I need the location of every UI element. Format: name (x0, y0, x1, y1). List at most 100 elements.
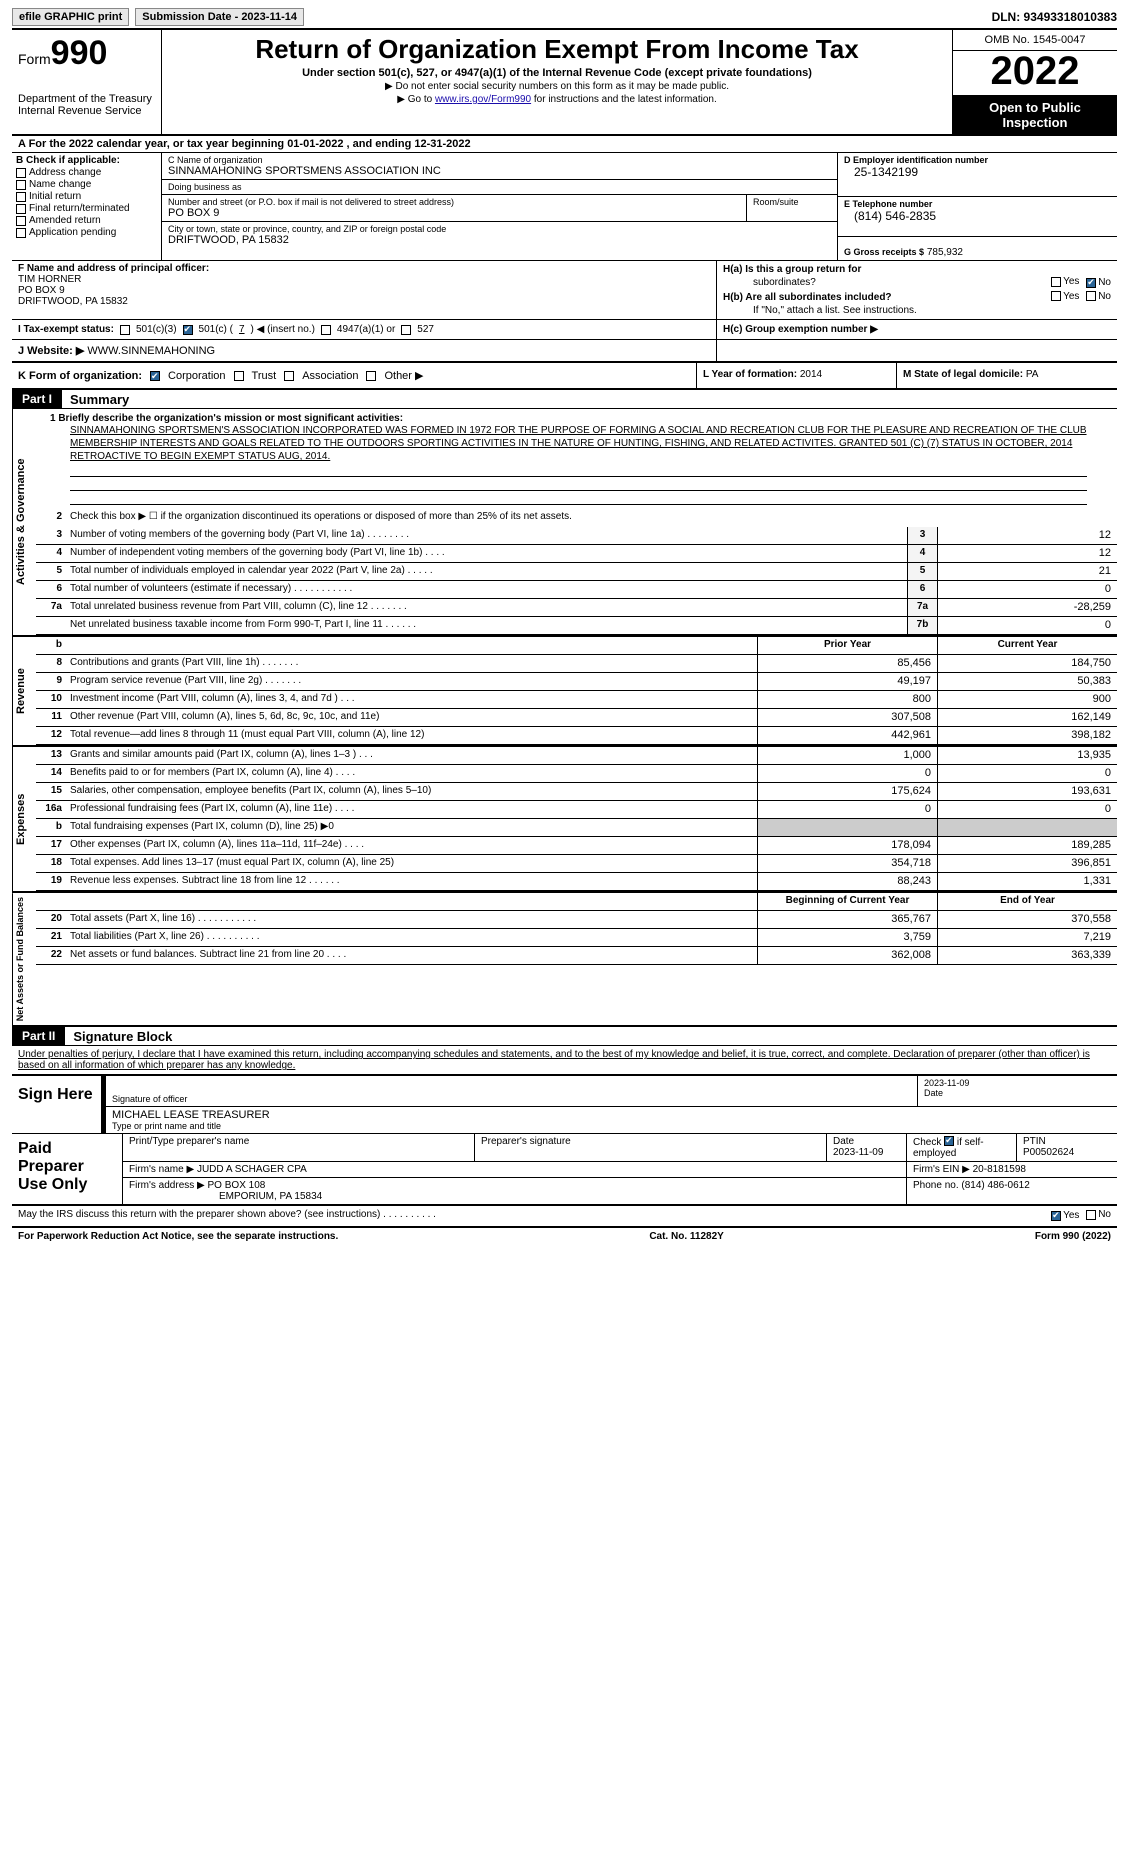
officer-name: TIM HORNER (18, 274, 710, 285)
signature-blank (112, 1078, 911, 1094)
chk-527[interactable] (401, 325, 411, 335)
current-value: 900 (937, 691, 1117, 708)
officer-label: F Name and address of principal officer: (18, 263, 710, 274)
chk-initial-return[interactable]: Initial return (16, 191, 157, 202)
box-b: B Check if applicable: Address change Na… (12, 153, 162, 260)
prior-value: 49,197 (757, 673, 937, 690)
discuss-row: May the IRS discuss this return with the… (12, 1206, 1117, 1228)
chk-address-change[interactable]: Address change (16, 167, 157, 178)
prior-value (757, 819, 937, 836)
chk-assoc[interactable] (284, 371, 294, 381)
ha-line: H(a) Is this a group return for (723, 264, 1111, 275)
hdr-boy: Beginning of Current Year (757, 893, 937, 910)
current-value: 193,631 (937, 783, 1117, 800)
ein-value: 25-1342199 (844, 165, 1111, 179)
chk-name-change[interactable]: Name change (16, 179, 157, 190)
prep-row-1: Print/Type preparer's name Preparer's si… (123, 1134, 1117, 1162)
prior-value: 178,094 (757, 837, 937, 854)
street-row: Number and street (or P.O. box if mail i… (162, 195, 837, 222)
k-label: K Form of organization: (18, 370, 142, 382)
line-num: 19 (36, 873, 66, 890)
current-value: 1,331 (937, 873, 1117, 890)
line-num: 9 (36, 673, 66, 690)
line-text: Total liabilities (Part X, line 26) . . … (66, 929, 757, 946)
hb-yn: Yes No (1047, 291, 1111, 305)
open-to-public: Open to Public Inspection (953, 96, 1117, 134)
summary-line: 12 Total revenue—add lines 8 through 11 … (36, 727, 1117, 745)
checkbox-icon (16, 204, 26, 214)
org-name-value: SINNAMAHONING SPORTSMENS ASSOCIATION INC (168, 165, 831, 177)
submission-date-button[interactable]: Submission Date - 2023-11-14 (135, 8, 304, 26)
ha-label: H(a) Is this a group return for (723, 264, 861, 275)
line-num: 7a (36, 599, 66, 616)
firm-addr2: EMPORIUM, PA 15834 (129, 1191, 322, 1202)
form-subtitle: Under section 501(c), 527, or 4947(a)(1)… (170, 67, 944, 79)
ha-yes[interactable]: Yes (1051, 276, 1079, 287)
chk-501c[interactable] (183, 325, 193, 335)
foot-right: Form 990 (2022) (1035, 1231, 1111, 1242)
summary-line: 18 Total expenses. Add lines 13–17 (must… (36, 855, 1117, 873)
checkbox-icon (1086, 291, 1096, 301)
summary-rev: Revenue b Prior Year Current Year 8 Cont… (12, 637, 1117, 747)
chk-final-return[interactable]: Final return/terminated (16, 203, 157, 214)
ha-line2: subordinates? Yes No (723, 276, 1111, 290)
summary-line: 16a Professional fundraising fees (Part … (36, 801, 1117, 819)
chk-trust[interactable] (234, 371, 244, 381)
hb-yes[interactable]: Yes (1051, 291, 1079, 302)
checkbox-icon (16, 168, 26, 178)
firm-ein-value: 20-8181598 (973, 1164, 1026, 1175)
discuss-text: May the IRS discuss this return with the… (18, 1209, 436, 1223)
chk-amended-return[interactable]: Amended return (16, 215, 157, 226)
chk-4947[interactable] (321, 325, 331, 335)
ein-label: D Employer identification number (844, 155, 1111, 165)
prior-value: 307,508 (757, 709, 937, 726)
chk-other[interactable] (366, 371, 376, 381)
chk-corp[interactable] (150, 371, 160, 381)
date-field: 2023-11-09 Date (917, 1076, 1117, 1106)
discuss-yes[interactable]: Yes (1051, 1210, 1079, 1221)
yes-label: Yes (1063, 1210, 1079, 1221)
exp-body: 13 Grants and similar amounts paid (Part… (36, 747, 1117, 891)
year-formation: L Year of formation: 2014 (697, 363, 897, 388)
line-num (36, 617, 66, 634)
dln-label: DLN: 93493318010383 (992, 10, 1117, 24)
name-label: Type or print name and title (112, 1121, 1111, 1131)
current-value: 0 (937, 801, 1117, 818)
line-text: Total unrelated business revenue from Pa… (66, 599, 907, 616)
ha-no[interactable]: No (1086, 277, 1111, 288)
tab-revenue: Revenue (12, 637, 36, 745)
street-value: PO BOX 9 (168, 207, 740, 219)
current-value: 184,750 (937, 655, 1117, 672)
chk-501c3[interactable] (120, 325, 130, 335)
no-label: No (1098, 1209, 1111, 1220)
prior-value: 0 (757, 801, 937, 818)
mission-text: SINNAMAHONING SPORTSMEN'S ASSOCIATION IN… (70, 424, 1087, 463)
hc-blank (717, 340, 1117, 361)
line-num: 8 (36, 655, 66, 672)
line-ref: 6 (907, 581, 937, 598)
line-num: 14 (36, 765, 66, 782)
ein-field: D Employer identification number 25-1342… (838, 153, 1117, 197)
ha-sub: subordinates? (723, 277, 816, 288)
sig-line-2: MICHAEL LEASE TREASURER Type or print na… (102, 1107, 1117, 1133)
discuss-no[interactable]: No (1086, 1209, 1111, 1220)
no-label: No (1098, 291, 1111, 302)
current-value: 162,149 (937, 709, 1117, 726)
line-text: Total assets (Part X, line 16) . . . . .… (66, 911, 757, 928)
summary-line: 14 Benefits paid to or for members (Part… (36, 765, 1117, 783)
sig-label: Signature of officer (112, 1094, 911, 1104)
hb-no[interactable]: No (1086, 291, 1111, 302)
summary-line: 7a Total unrelated business revenue from… (36, 599, 1117, 617)
row-a-tax-year: A For the 2022 calendar year, or tax yea… (12, 136, 1117, 153)
m-label: M State of legal domicile: (903, 369, 1023, 380)
irs-link[interactable]: www.irs.gov/Form990 (435, 94, 531, 105)
line-text: Contributions and grants (Part VIII, lin… (66, 655, 757, 672)
summary-line: 17 Other expenses (Part IX, column (A), … (36, 837, 1117, 855)
summary-line: 4 Number of independent voting members o… (36, 545, 1117, 563)
chk-application-pending[interactable]: Application pending (16, 227, 157, 238)
part1-num: Part I (12, 390, 62, 408)
form-num: 990 (51, 34, 108, 72)
efile-print-button[interactable]: efile GRAPHIC print (12, 8, 129, 26)
line-ref: 7b (907, 617, 937, 634)
part1-header: Part I Summary (12, 390, 1117, 409)
